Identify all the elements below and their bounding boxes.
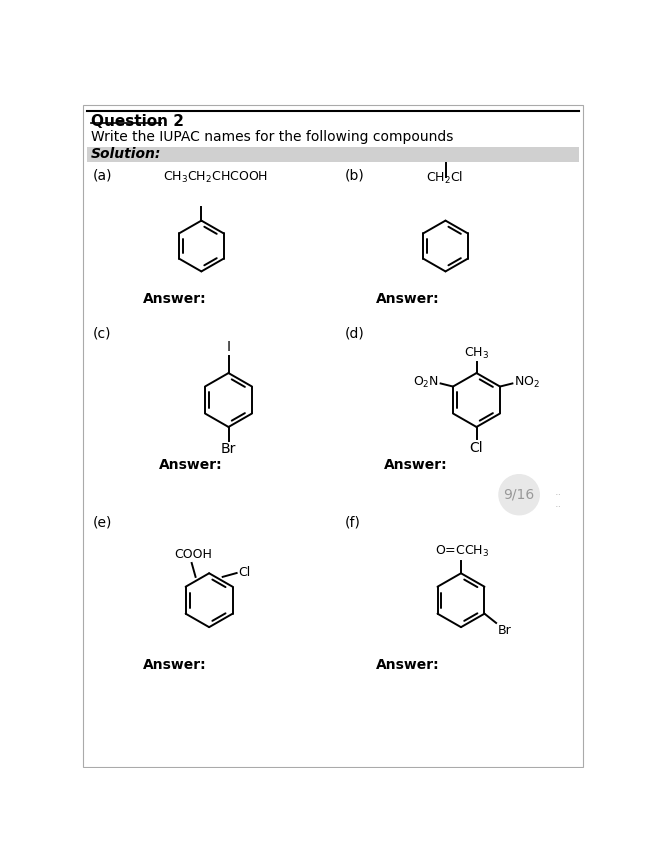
Text: (d): (d) [344,327,365,341]
Text: O=CCH$_3$: O=CCH$_3$ [436,545,489,559]
Text: 9/16: 9/16 [504,488,535,501]
Text: Write the IUPAC names for the following compounds: Write the IUPAC names for the following … [90,129,453,144]
FancyBboxPatch shape [88,147,578,162]
Text: CH$_2$Cl: CH$_2$Cl [426,170,463,186]
Text: CH$_3$: CH$_3$ [464,346,489,361]
Text: Question 2: Question 2 [90,114,183,129]
Text: COOH: COOH [174,549,212,562]
Text: NO$_2$: NO$_2$ [514,375,540,390]
Text: Solution:: Solution: [90,148,161,161]
Circle shape [499,475,540,514]
Text: (e): (e) [93,515,112,530]
Text: O$_2$N: O$_2$N [413,375,439,390]
Text: Answer:: Answer: [143,658,207,672]
Text: Br: Br [221,443,236,457]
Text: (b): (b) [344,168,365,182]
Text: CH$_3$CH$_2$CHCOOH: CH$_3$CH$_2$CHCOOH [162,170,268,185]
Text: (c): (c) [93,327,111,341]
Text: Answer:: Answer: [159,457,222,472]
Text: Answer:: Answer: [143,293,207,306]
Text: Cl: Cl [238,566,250,579]
Text: (a): (a) [93,168,112,182]
Text: Cl: Cl [470,441,484,455]
Text: Answer:: Answer: [376,658,439,672]
Text: ··
··: ·· ·· [554,490,562,512]
Text: Answer:: Answer: [384,457,447,472]
FancyBboxPatch shape [83,105,584,766]
Text: Answer:: Answer: [376,293,439,306]
Text: Br: Br [498,624,512,637]
Text: I: I [226,340,231,354]
Text: (f): (f) [344,515,361,530]
